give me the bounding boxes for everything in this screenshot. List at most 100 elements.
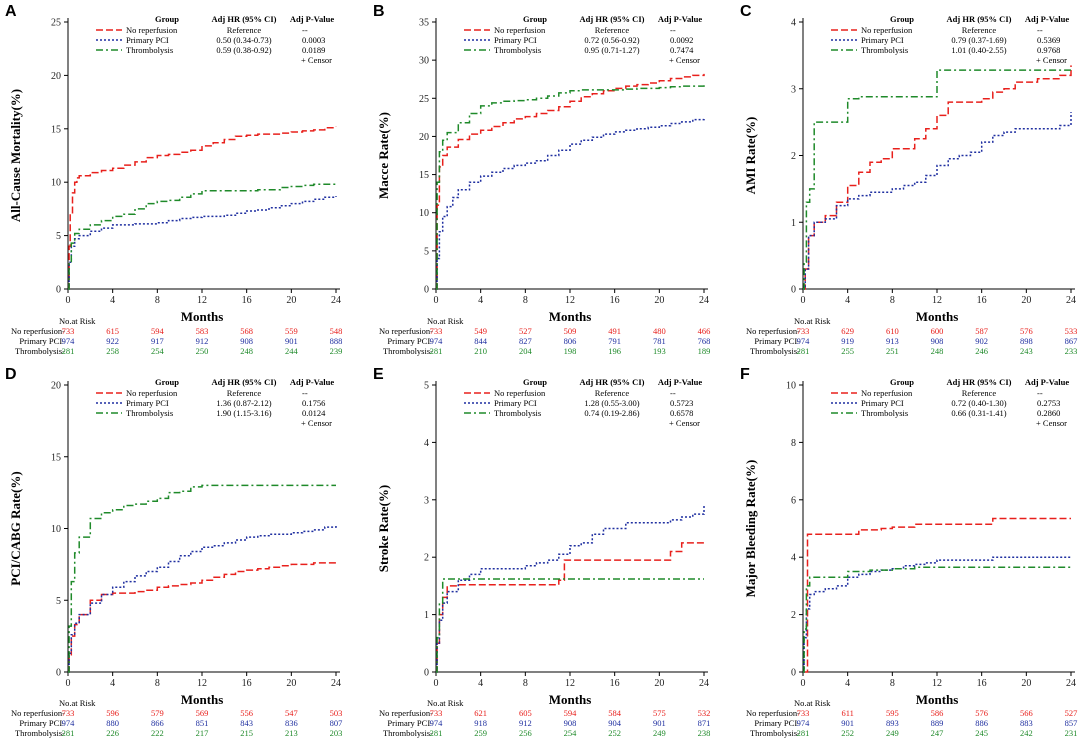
y-tick-label: 30	[419, 56, 429, 67]
y-tick-label: 5	[424, 246, 429, 257]
risk-count: 466	[698, 326, 711, 336]
risk-row-label: No reperfusion-	[746, 326, 800, 336]
legend-hr-value: 0.66 (0.31-1.41)	[951, 408, 1006, 418]
risk-count: 615	[106, 326, 119, 336]
y-axis-title: Major Bleeding Rate(%)	[743, 460, 758, 598]
risk-count: 733	[62, 326, 75, 336]
risk-row-label: Thrombolysis-	[383, 346, 433, 356]
risk-count: 918	[474, 718, 487, 728]
risk-count: 243	[1020, 346, 1033, 356]
risk-count: 596	[106, 708, 119, 718]
y-tick-label: 5	[56, 596, 61, 607]
risk-count: 893	[886, 718, 899, 728]
risk-count: 733	[797, 326, 810, 336]
x-tick-label: 16	[977, 295, 987, 306]
risk-count: 605	[519, 708, 532, 718]
legend-header-hr: Adj HR (95% CI)	[580, 377, 645, 387]
legend-hr-value: 0.59 (0.38-0.92)	[216, 45, 271, 55]
x-tick-label: 20	[1021, 295, 1031, 306]
legend-p-value: 0.0092	[670, 35, 693, 45]
panel-letter: B	[373, 3, 385, 20]
y-tick-label: 0	[56, 285, 61, 296]
series-line-thrombolysis	[803, 69, 1071, 290]
x-tick-label: 24	[699, 295, 709, 306]
legend-hr-value: Reference	[962, 388, 997, 398]
risk-heading: No.at Risk	[59, 316, 96, 326]
risk-count: 919	[841, 336, 854, 346]
risk-count: 281	[62, 728, 75, 738]
y-tick-label: 0	[424, 285, 429, 296]
risk-count: 559	[285, 326, 298, 336]
risk-count: 584	[608, 708, 622, 718]
risk-row-label: Thrombolysis-	[750, 346, 800, 356]
legend-p-value: 0.9768	[1037, 45, 1060, 55]
series-line-no-reperfusion	[68, 561, 337, 673]
legend-group-name: Thrombolysis	[126, 408, 173, 418]
legend-header-group: Group	[523, 377, 547, 387]
risk-count: 974	[430, 718, 444, 728]
risk-count: 527	[1065, 708, 1078, 718]
y-tick-label: 1	[424, 610, 429, 621]
risk-count: 768	[698, 336, 711, 346]
x-tick-label: 16	[610, 678, 620, 689]
legend-p-value: 0.0124	[302, 408, 326, 418]
risk-count: 733	[430, 326, 443, 336]
risk-count: 231	[1065, 728, 1078, 738]
series-line-primary-pci	[803, 112, 1072, 290]
legend-p-value: 0.2860	[1037, 408, 1060, 418]
x-axis-title: Months	[181, 692, 224, 707]
risk-count: 871	[698, 718, 711, 728]
legend-censor: + Censor	[669, 418, 700, 428]
series-line-primary-pci	[436, 118, 705, 290]
risk-count: 242	[1020, 728, 1033, 738]
risk-count: 281	[797, 728, 810, 738]
risk-count: 600	[931, 326, 944, 336]
legend-header-p: Adj P-Value	[290, 14, 335, 24]
risk-count: 569	[196, 708, 209, 718]
y-tick-label: 8	[791, 438, 796, 449]
risk-count: 281	[797, 346, 810, 356]
risk-row-label: Thrombolysis-	[15, 728, 65, 738]
y-tick-label: 15	[51, 124, 61, 135]
risk-count: 255	[841, 346, 854, 356]
y-tick-label: 10	[51, 524, 61, 535]
risk-count: 908	[931, 336, 944, 346]
x-tick-label: 0	[434, 678, 439, 689]
legend-p-value: --	[302, 25, 308, 35]
risk-count: 583	[196, 326, 209, 336]
series-line-thrombolysis	[803, 566, 1071, 673]
series-line-primary-pci	[436, 505, 705, 673]
y-axis-title: Macce Rate(%)	[376, 112, 391, 199]
y-tick-label: 15	[51, 452, 61, 463]
legend-header-hr: Adj HR (95% CI)	[947, 377, 1012, 387]
x-tick-label: 4	[845, 295, 850, 306]
risk-count: 733	[797, 708, 810, 718]
legend-p-value: --	[1037, 388, 1043, 398]
risk-count: 233	[1065, 346, 1078, 356]
legend-hr-value: 0.79 (0.37-1.69)	[951, 35, 1006, 45]
legend-header-group: Group	[155, 377, 179, 387]
legend-header-hr: Adj HR (95% CI)	[947, 14, 1012, 24]
risk-count: 586	[931, 708, 944, 718]
legend-hr-value: 0.50 (0.34-0.73)	[216, 35, 271, 45]
risk-count: 196	[608, 346, 621, 356]
risk-count: 532	[698, 708, 711, 718]
legend-group-name: No reperfusion	[861, 388, 913, 398]
x-tick-label: 24	[331, 295, 341, 306]
risk-count: 566	[1020, 708, 1033, 718]
legend-header-hr: Adj HR (95% CI)	[212, 377, 277, 387]
x-tick-label: 20	[286, 295, 296, 306]
risk-row-label: No reperfusion-	[11, 708, 65, 718]
risk-count: 556	[240, 708, 253, 718]
risk-row-label: No reperfusion-	[379, 708, 433, 718]
legend-group-name: Primary PCI	[126, 35, 169, 45]
legend-group-name: No reperfusion	[126, 25, 178, 35]
risk-count: 912	[196, 336, 209, 346]
legend-p-value: --	[670, 388, 676, 398]
series-line-thrombolysis	[436, 578, 704, 673]
legend-hr-value: Reference	[227, 388, 262, 398]
y-tick-label: 15	[419, 170, 429, 181]
x-tick-label: 8	[155, 678, 160, 689]
risk-count: 912	[519, 718, 532, 728]
